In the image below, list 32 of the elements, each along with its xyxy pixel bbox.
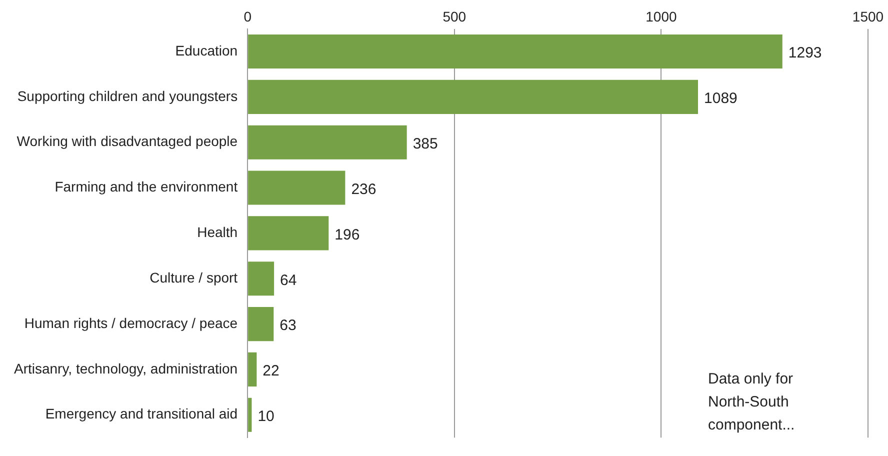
y-tick-label: Health [197,224,238,240]
x-tick-label: 0 [244,8,252,24]
bar [248,352,257,386]
bar [248,80,698,114]
data-label: 63 [280,317,296,334]
y-tick-label: Farming and the environment [54,178,238,195]
annotation: Data only for North-South component... [708,370,795,434]
bar [248,307,274,342]
y-tick-label: Emergency and transitional aid [45,406,238,422]
data-label: 196 [334,226,360,244]
bar [248,34,782,69]
y-tick-label: Supporting children and youngsters [17,88,238,104]
x-tick-label: 1000 [646,8,677,24]
y-tick-label: Working with disadvantaged people [16,133,238,150]
y-tick-label: Education [175,42,238,58]
x-tick-label: 1500 [852,8,884,24]
bar [248,398,252,432]
bar [248,262,274,296]
bar [248,125,407,160]
data-label: 236 [351,180,376,198]
bar [248,216,329,250]
y-tick-label: Culture / sport [150,269,238,286]
x-tick-label: 500 [442,8,466,24]
data-label: 1293 [788,44,822,62]
y-tick-label: Artisanry, technology, administration [14,360,238,376]
data-label: 385 [412,135,438,152]
data-label: 22 [262,362,280,380]
data-label: 10 [258,408,274,426]
data-label: 64 [280,272,297,289]
bar [248,170,346,205]
y-tick-label: Human rights / democracy / peace [24,314,238,331]
data-label: 1089 [704,90,738,108]
